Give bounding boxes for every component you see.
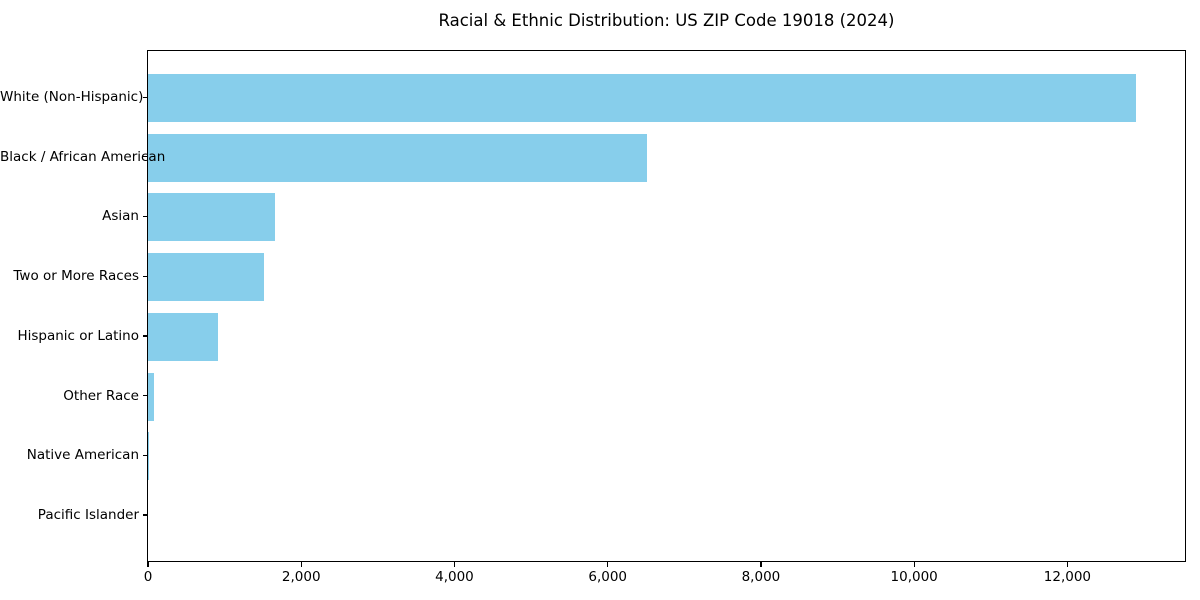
bar (148, 432, 150, 481)
y-tick (142, 454, 147, 456)
y-tick (142, 96, 147, 98)
y-tick (142, 156, 147, 158)
bar (148, 74, 1136, 122)
y-tick (142, 215, 147, 218)
x-tick-label: 10,000 (890, 569, 938, 585)
y-tick (142, 514, 147, 516)
y-axis-label: Pacific Islander (37, 506, 139, 523)
plot-area (147, 50, 1186, 562)
chart-title: Racial & Ethnic Distribution: US ZIP Cod… (438, 11, 895, 30)
bar (148, 312, 218, 361)
x-tick (760, 562, 762, 567)
bar (148, 193, 276, 242)
x-tick (1066, 562, 1068, 567)
y-tick (142, 335, 147, 337)
x-tick (147, 562, 149, 567)
x-tick-label: 4,000 (435, 569, 474, 585)
y-axis-label: Asian (102, 208, 139, 225)
y-axis-label: Other Race (63, 387, 139, 404)
y-axis-label: Native American (26, 447, 139, 464)
x-tick-label: 12,000 (1043, 569, 1092, 585)
x-tick-label: 2,000 (281, 569, 321, 585)
x-tick-label: 8,000 (741, 569, 781, 585)
x-tick-label: 6,000 (588, 569, 628, 585)
x-tick-label: 0 (143, 569, 153, 585)
x-tick (607, 562, 609, 567)
bar (148, 253, 265, 302)
x-tick (300, 562, 302, 567)
x-tick (913, 562, 915, 567)
bar (148, 372, 154, 421)
x-tick (453, 562, 456, 567)
y-tick (142, 395, 147, 397)
y-axis-label: Hispanic or Latino (17, 327, 139, 344)
bar (148, 133, 648, 182)
y-axis-label: Black / African American (0, 148, 166, 165)
y-tick (142, 275, 147, 277)
y-axis-label: White (Non-Hispanic) (0, 89, 144, 105)
y-axis-label: Two or More Races (13, 268, 139, 285)
